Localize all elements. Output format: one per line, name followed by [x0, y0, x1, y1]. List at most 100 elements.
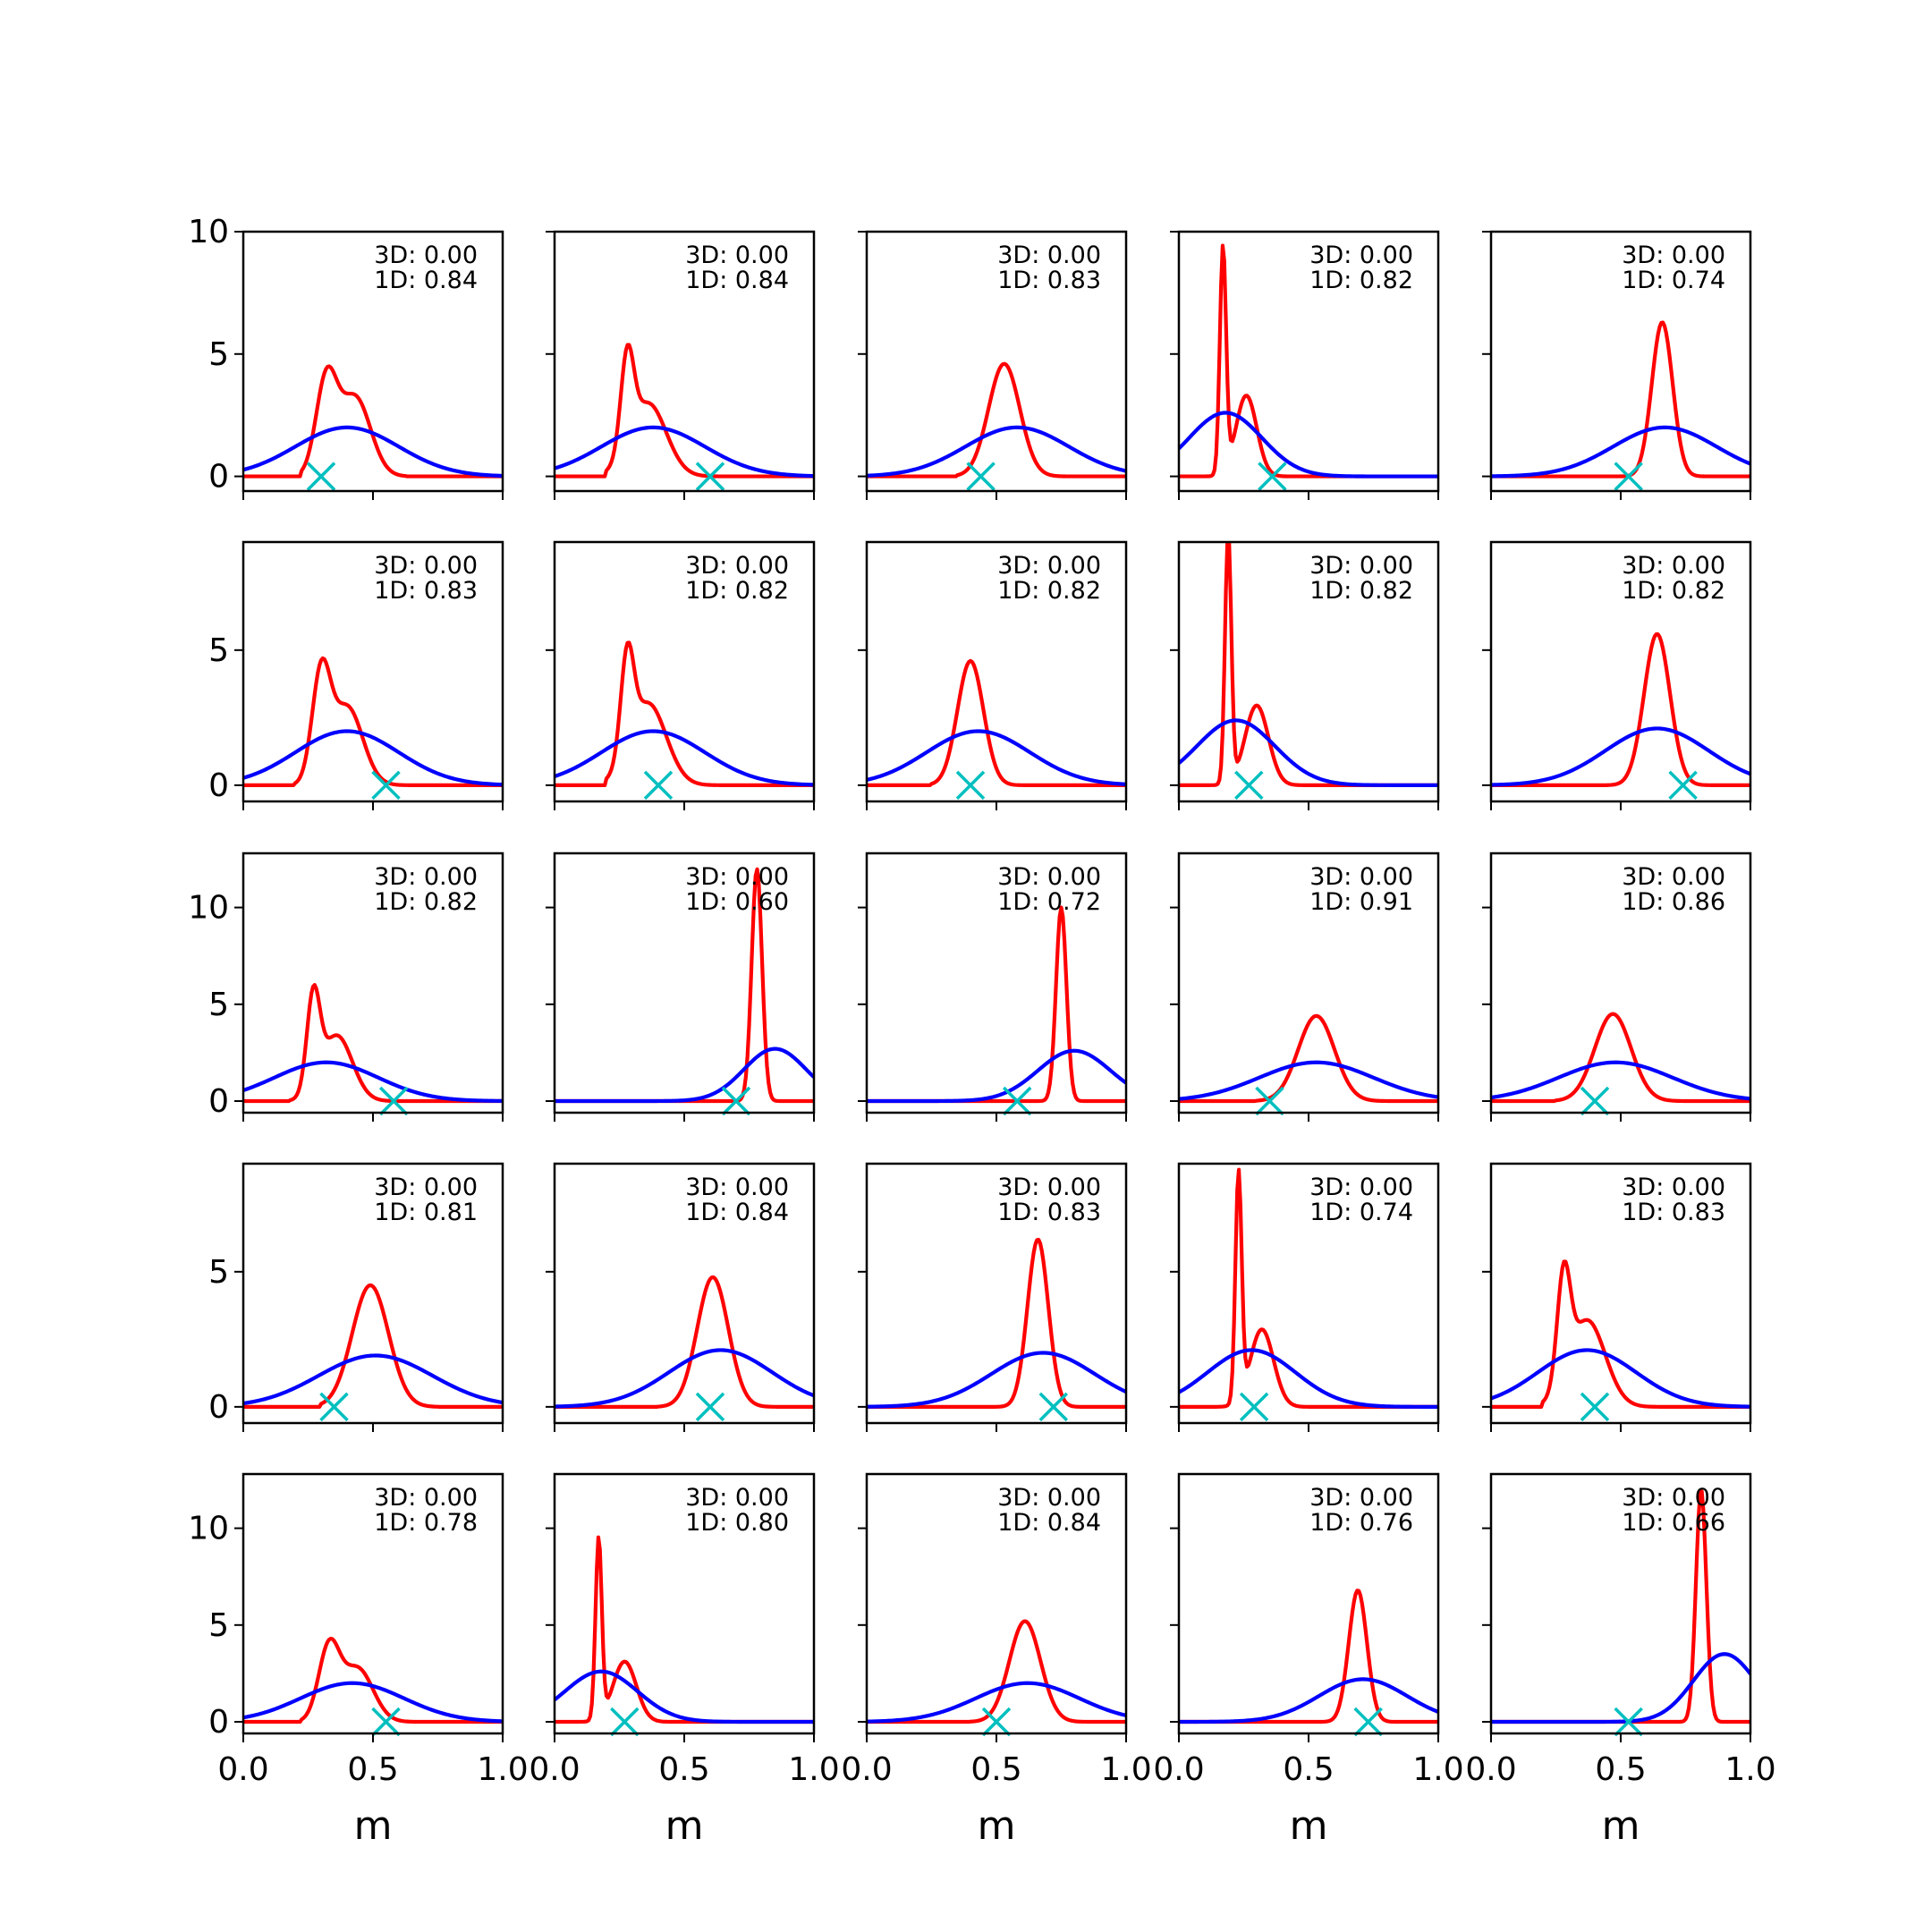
cyan-x-marker — [1002, 1086, 1032, 1116]
blue-density-line — [1491, 1060, 1750, 1101]
plot-area — [1179, 1013, 1438, 1104]
annotation-3d: 3D: 0.00 — [374, 1484, 478, 1512]
x-tick-label: 0.0 — [217, 1751, 268, 1788]
y-tick-label: 10 — [188, 890, 229, 927]
annotation-3d: 3D: 0.00 — [1622, 1484, 1725, 1512]
annotation-1d: 1D: 0.82 — [374, 888, 478, 916]
x-tick-label: 0.0 — [841, 1751, 892, 1788]
red-density-line — [555, 1275, 814, 1409]
red-density-line — [1491, 1259, 1750, 1409]
red-density-line — [555, 1535, 814, 1724]
annotation-3d: 3D: 0.00 — [1309, 1174, 1413, 1201]
plot-area — [555, 343, 814, 479]
annotation-3d: 3D: 0.00 — [1622, 242, 1725, 269]
annotation-1d: 1D: 0.82 — [1309, 267, 1413, 294]
x-tick-label: 1.0 — [1100, 1751, 1151, 1788]
x-tick-label: 0.5 — [1283, 1751, 1334, 1788]
plot-area — [867, 1237, 1126, 1409]
red-density-line — [867, 1237, 1126, 1409]
plot-area — [243, 656, 503, 787]
annotation-1d: 1D: 0.91 — [1309, 888, 1413, 916]
blue-density-line — [243, 425, 503, 479]
annotation-3d: 3D: 0.00 — [685, 863, 789, 891]
blue-density-line — [1179, 1348, 1438, 1409]
y-tick-label: 5 — [208, 987, 229, 1023]
annotation-1d: 1D: 0.83 — [1622, 1199, 1725, 1226]
blue-density-line — [867, 425, 1126, 478]
annotation-3d: 3D: 0.00 — [1309, 1484, 1413, 1512]
cyan-x-marker — [371, 1707, 401, 1737]
y-tick-label: 10 — [188, 214, 229, 250]
annotation-1d: 1D: 0.74 — [1622, 267, 1725, 294]
plot-area — [867, 905, 1126, 1104]
blue-density-line — [867, 1681, 1126, 1724]
cyan-x-marker — [695, 1392, 725, 1422]
cyan-x-marker — [1614, 462, 1643, 491]
annotation-3d: 3D: 0.00 — [997, 1174, 1101, 1201]
annotation-3d: 3D: 0.00 — [997, 242, 1101, 269]
cyan-x-marker — [721, 1086, 751, 1116]
blue-density-line — [243, 729, 503, 787]
cyan-x-marker — [371, 770, 401, 801]
blue-density-line — [867, 729, 1126, 786]
annotation-1d: 1D: 0.82 — [997, 577, 1101, 605]
blue-density-line — [1179, 718, 1438, 787]
blue-density-line — [1491, 1348, 1750, 1409]
red-density-line — [1491, 631, 1750, 787]
annotation-1d: 1D: 0.84 — [685, 267, 789, 294]
annotation-1d: 1D: 0.82 — [1309, 577, 1413, 605]
red-density-line — [243, 364, 503, 479]
blue-density-line — [555, 729, 814, 787]
annotation-1d: 1D: 0.66 — [1622, 1509, 1725, 1537]
y-tick-label: 0 — [208, 767, 229, 804]
x-axis-label: m — [665, 1803, 704, 1849]
y-tick-label: 5 — [208, 632, 229, 669]
plot-area — [1179, 1167, 1438, 1409]
x-tick-label: 0.0 — [1153, 1751, 1204, 1788]
blue-density-line — [1491, 1652, 1750, 1724]
plot-area — [867, 658, 1126, 787]
x-tick-label: 0.5 — [970, 1751, 1021, 1788]
x-tick-label: 0.5 — [1595, 1751, 1646, 1788]
red-density-line — [867, 905, 1126, 1104]
x-tick-label: 0.5 — [658, 1751, 709, 1788]
cyan-x-marker — [955, 770, 986, 801]
cyan-x-marker — [981, 1707, 1012, 1737]
annotation-3d: 3D: 0.00 — [997, 1484, 1101, 1512]
blue-density-line — [555, 1669, 814, 1724]
red-density-line — [243, 656, 503, 787]
red-density-line — [1491, 320, 1750, 479]
plot-area — [243, 1283, 503, 1409]
annotation-1d: 1D: 0.84 — [997, 1509, 1101, 1537]
plot-area — [1491, 320, 1750, 479]
red-density-line — [1179, 1013, 1438, 1104]
annotation-3d: 3D: 0.00 — [374, 552, 478, 580]
blue-density-line — [555, 425, 814, 479]
annotation-1d: 1D: 0.82 — [685, 577, 789, 605]
y-tick-label: 5 — [208, 336, 229, 373]
y-tick-label: 5 — [208, 1254, 229, 1291]
cyan-x-marker — [1255, 1086, 1284, 1116]
blue-density-line — [1491, 425, 1750, 479]
plot-area — [1491, 631, 1750, 787]
red-density-line — [243, 1636, 503, 1724]
x-tick-label: 0.0 — [1465, 1751, 1516, 1788]
annotation-1d: 1D: 0.84 — [374, 267, 478, 294]
